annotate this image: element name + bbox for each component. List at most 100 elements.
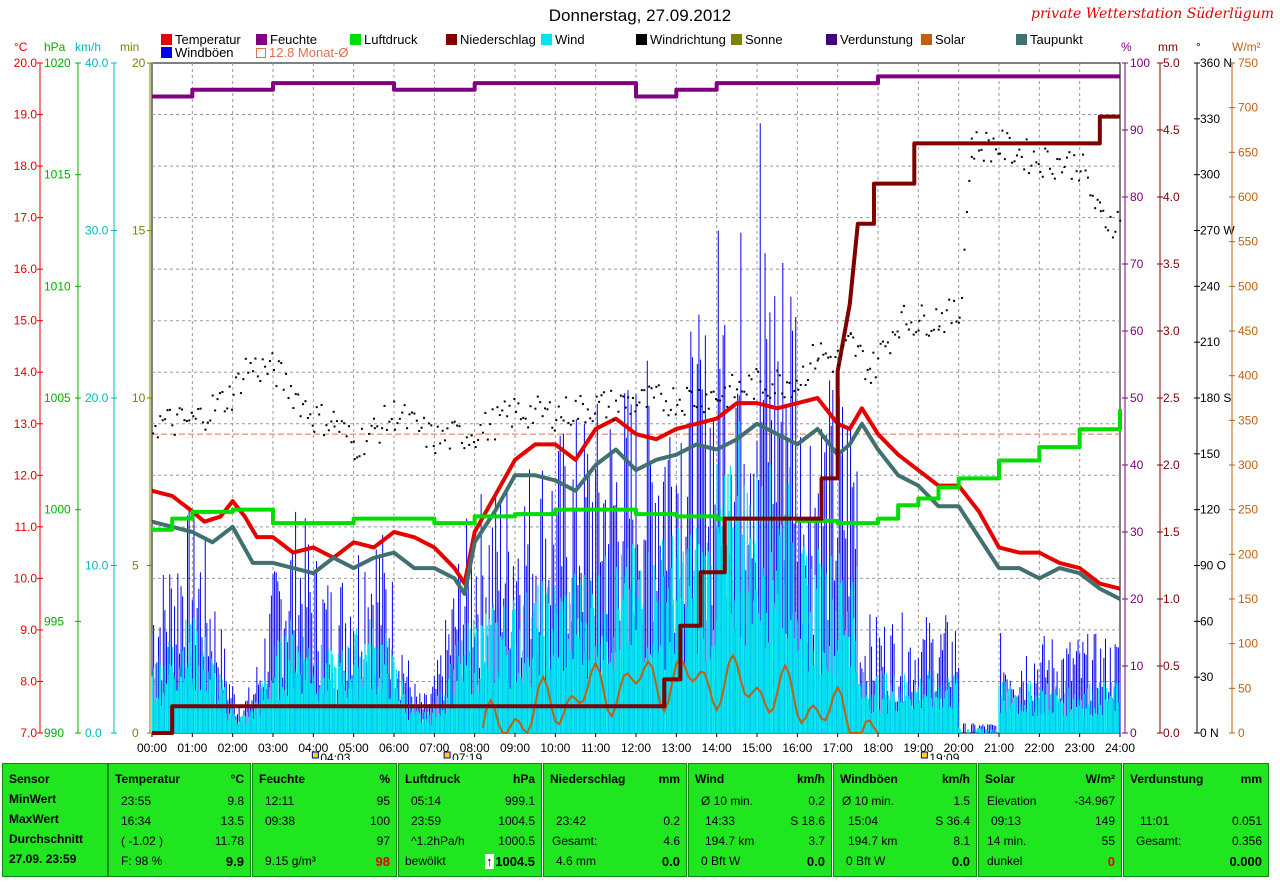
wind-direction-dot <box>788 381 791 384</box>
stats-temperatur: Temperatur °C 23:55 9.8 16:34 13.5 ( -1.02 … <box>108 763 251 877</box>
axis-temp-label: 11.0 <box>15 520 38 534</box>
wind-direction-dot <box>872 351 875 354</box>
wind-direction-dot <box>698 389 701 392</box>
axis-pressure-label: 1000 <box>44 503 71 517</box>
wind-direction-dot <box>950 322 953 325</box>
wind-direction-dot <box>569 423 572 426</box>
wind-direction-dot <box>705 393 708 396</box>
wind-direction-dot <box>370 424 373 427</box>
total-label: Gesamt: <box>552 834 598 848</box>
wind-direction-dot <box>937 328 940 331</box>
stats-unit: km/h <box>796 772 825 786</box>
current-label: bewölkt <box>405 854 446 868</box>
sunset-marker-label: 19:09 <box>929 751 959 760</box>
wind-direction-dot <box>327 429 330 432</box>
axis-dir-label: 90 O <box>1200 559 1226 573</box>
wind-direction-dot <box>681 410 684 413</box>
wind-direction-dot <box>581 402 584 405</box>
wind-direction-dot <box>778 374 781 377</box>
wind-direction-dot <box>541 415 544 418</box>
wind-direction-dot <box>1109 215 1112 218</box>
wind-direction-dot <box>332 410 335 413</box>
min-value: 1.5 <box>953 794 970 808</box>
wind-direction-dot <box>973 157 976 160</box>
wind-direction-dot <box>827 356 830 359</box>
wind-direction-dot <box>376 425 379 428</box>
wind-direction-dot <box>211 394 214 397</box>
wind-direction-dot <box>1107 229 1110 232</box>
wind-direction-dot <box>943 330 946 333</box>
wind-direction-dot <box>209 419 212 422</box>
row-label: MinWert <box>9 792 57 806</box>
wind-direction-dot <box>171 424 174 427</box>
wind-direction-dot <box>877 357 880 360</box>
wind-direction-dot <box>854 354 857 357</box>
unit-humidity: % <box>1121 40 1132 54</box>
axis-pressure-label: 1015 <box>44 168 71 182</box>
wind-direction-dot <box>982 159 985 162</box>
wind-direction-dot <box>786 381 789 384</box>
unit-wind: km/h <box>75 40 102 54</box>
wind-direction-dot <box>622 395 625 398</box>
stats-unit: hPa <box>512 772 535 786</box>
wind-direction-dot <box>766 394 769 397</box>
wind-direction-dot <box>343 422 346 425</box>
wind-direction-dot <box>1049 167 1052 170</box>
wind-direction-dot <box>268 360 271 363</box>
wind-direction-dot <box>394 428 396 431</box>
avg-value: 11.78 <box>214 834 244 848</box>
wind-direction-dot <box>920 304 923 307</box>
stats-unit: % <box>379 772 390 786</box>
axis-dir-label: 150 <box>1200 447 1220 461</box>
wind-direction-dot <box>560 416 563 419</box>
wind-direction-dot <box>430 424 433 427</box>
wind-direction-dot <box>683 413 686 416</box>
axis-wind-label: 20.0 <box>85 391 109 405</box>
wind-direction-dot <box>477 438 480 441</box>
wind-direction-dot <box>385 428 388 431</box>
axis-sun-label: 5 <box>132 559 139 573</box>
wind-direction-dot <box>814 367 817 370</box>
wind-direction-dot <box>595 395 598 398</box>
wind-direction-dot <box>152 432 154 435</box>
x-tick-label: 20:00 <box>944 741 974 755</box>
wind-direction-dot <box>638 401 641 404</box>
wind-direction-dot <box>834 356 837 359</box>
wind-direction-dot <box>159 415 162 418</box>
wind-direction-dot <box>444 439 447 442</box>
wind-direction-dot <box>617 410 620 413</box>
wind-direction-dot <box>990 160 993 163</box>
wind-direction-dot <box>985 131 988 134</box>
avg-value: 97 <box>376 834 390 848</box>
wind-direction-dot <box>567 421 570 424</box>
wind-direction-dot <box>915 331 918 334</box>
wind-direction-dot <box>577 417 580 420</box>
wind-direction-dot <box>997 152 1000 155</box>
axis-solar-label: 50 <box>1238 681 1252 695</box>
wind-direction-dot <box>636 404 638 407</box>
wind-direction-dot <box>678 398 681 401</box>
legend-niederschlag: Niederschlag <box>446 32 536 47</box>
wind-direction-dot <box>750 378 753 381</box>
wind-direction-dot <box>460 442 463 445</box>
axis-humidity-label: 60 <box>1130 324 1144 338</box>
x-tick-label: 09:00 <box>500 741 530 755</box>
wind-direction-dot <box>506 415 509 418</box>
wind-direction-dot <box>551 426 554 429</box>
x-tick-label: 18:00 <box>863 741 893 755</box>
wind-direction-dot <box>427 422 430 425</box>
wind-direction-dot <box>154 425 157 428</box>
wind-direction-dot <box>534 407 537 410</box>
wind-direction-dot <box>434 452 437 455</box>
current-value: 9.9 <box>225 854 244 869</box>
wind-direction-dot <box>866 368 869 371</box>
wind-direction-dot <box>925 333 928 336</box>
wind-direction-dot <box>667 414 670 417</box>
wind-direction-dot <box>719 399 722 402</box>
wind-direction-dot <box>643 389 646 392</box>
station-name: private Wetterstation Süderlügum <box>1031 6 1274 22</box>
wind-direction-dot <box>439 442 442 445</box>
wind-direction-dot <box>453 420 456 423</box>
wind-direction-dot <box>214 409 217 412</box>
wind-direction-dot <box>574 399 577 402</box>
